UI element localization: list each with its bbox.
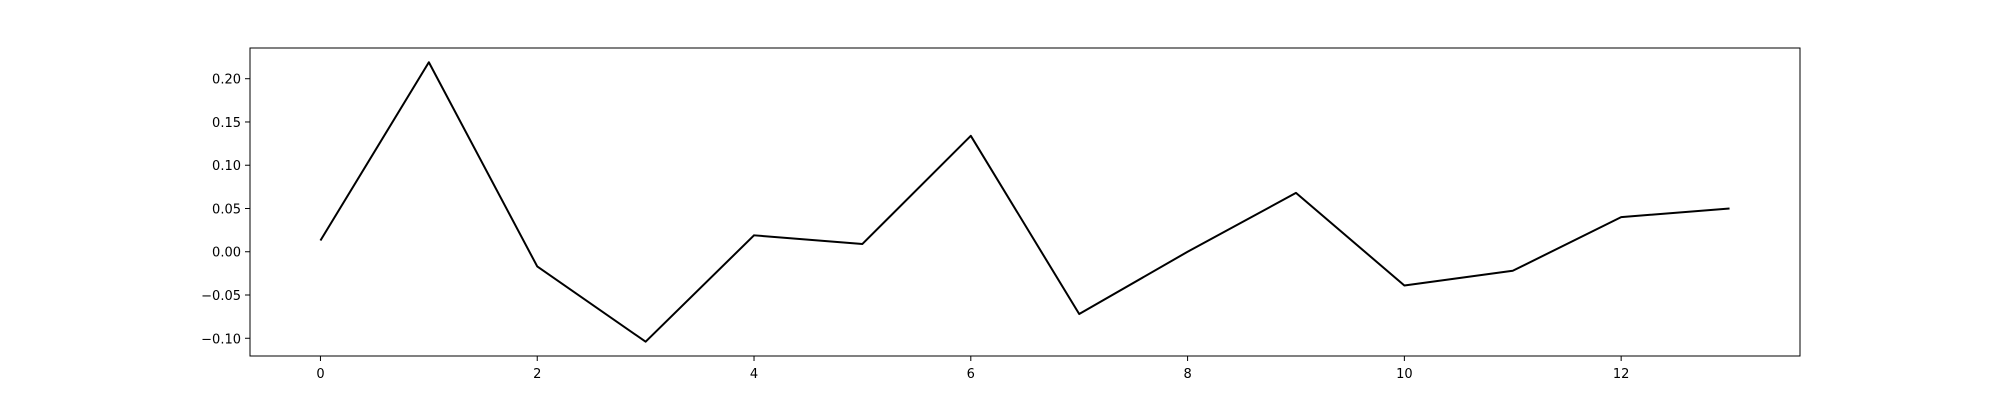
y-axis-ticks: −0.10 −0.05 0.00 0.05 0.10 0.15 0.20 — [201, 73, 250, 347]
y-tick-label: −0.05 — [201, 289, 241, 304]
x-tick-label: 10 — [1396, 367, 1413, 382]
y-tick-label: 0.20 — [212, 73, 241, 88]
x-tick-label: 6 — [967, 367, 975, 382]
x-tick-label: 8 — [1183, 367, 1191, 382]
series-layer — [319, 61, 1730, 343]
plot-area-frame — [249, 47, 1801, 357]
x-tick-label: 0 — [316, 367, 324, 382]
y-tick-label: 0.10 — [212, 159, 241, 174]
x-tick-label: 2 — [533, 367, 541, 382]
x-axis-ticks: 0 2 4 6 8 10 12 — [316, 356, 1629, 382]
y-tick-label: 0.15 — [212, 116, 241, 131]
x-tick-label: 12 — [1613, 367, 1630, 382]
y-tick-label: −0.10 — [201, 332, 241, 347]
series-line — [319, 61, 1730, 343]
x-tick-label: 4 — [750, 367, 758, 382]
y-tick-label: 0.00 — [212, 246, 241, 261]
y-tick-label: 0.05 — [212, 202, 241, 217]
